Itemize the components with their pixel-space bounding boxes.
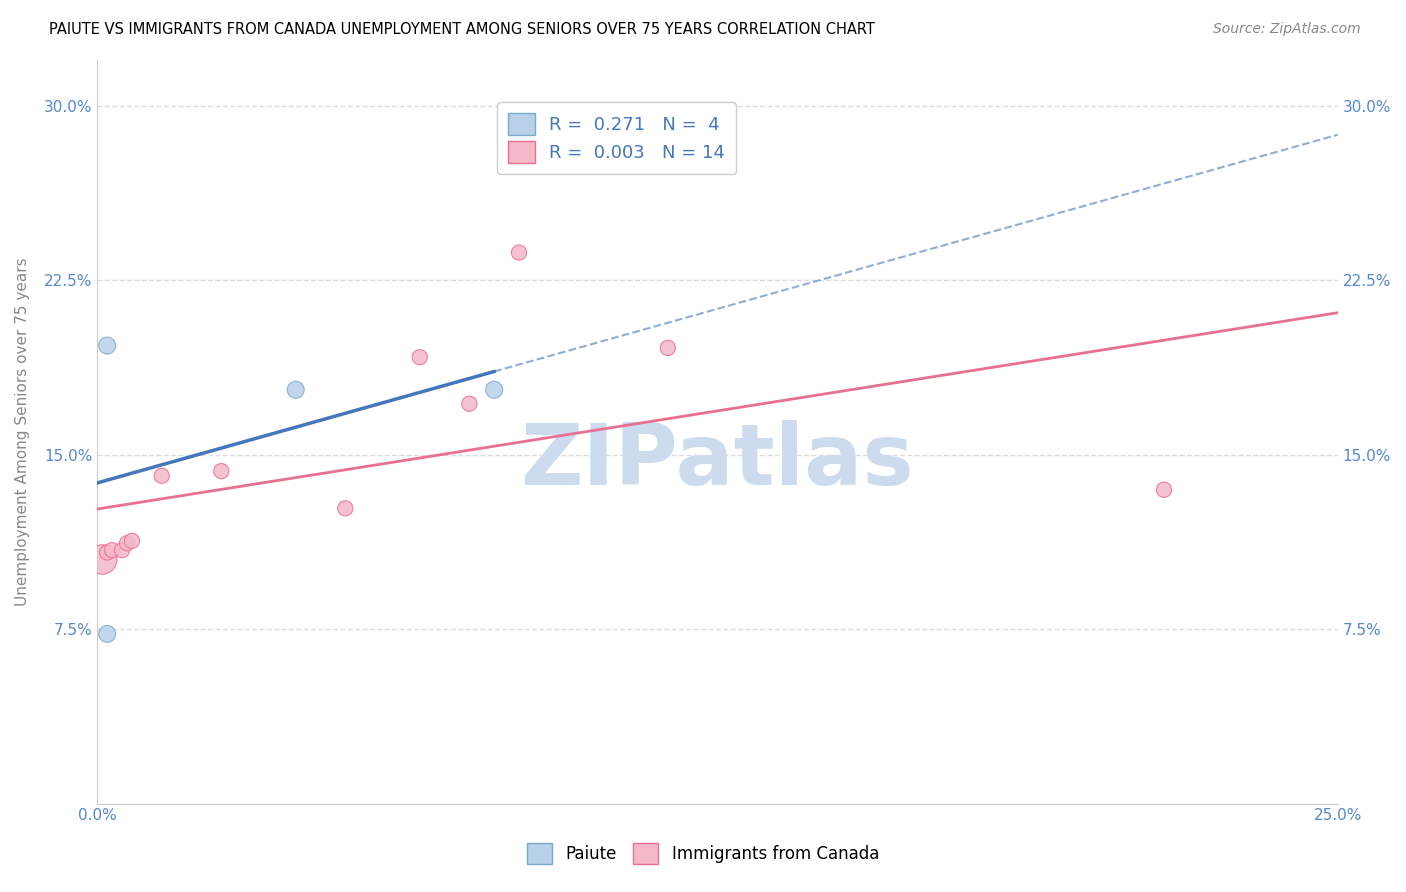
Point <box>458 397 481 411</box>
Point <box>150 468 173 483</box>
Point <box>508 245 530 260</box>
Point <box>209 464 232 478</box>
Legend: R =  0.271   N =  4, R =  0.003   N = 14: R = 0.271 N = 4, R = 0.003 N = 14 <box>496 102 737 174</box>
Point <box>111 543 134 558</box>
Text: ZIPatlas: ZIPatlas <box>520 420 914 503</box>
Legend: Paiute, Immigrants from Canada: Paiute, Immigrants from Canada <box>520 837 886 871</box>
Point <box>96 545 118 559</box>
Point <box>284 383 307 397</box>
Point <box>91 552 114 566</box>
Point <box>657 341 679 355</box>
Point <box>409 350 432 364</box>
Point <box>121 533 143 548</box>
Text: PAIUTE VS IMMIGRANTS FROM CANADA UNEMPLOYMENT AMONG SENIORS OVER 75 YEARS CORREL: PAIUTE VS IMMIGRANTS FROM CANADA UNEMPLO… <box>49 22 875 37</box>
Y-axis label: Unemployment Among Seniors over 75 years: Unemployment Among Seniors over 75 years <box>15 257 30 606</box>
Point <box>115 536 138 550</box>
Point <box>96 627 118 641</box>
Text: Source: ZipAtlas.com: Source: ZipAtlas.com <box>1213 22 1361 37</box>
Point <box>335 501 357 516</box>
Point <box>482 383 505 397</box>
Point <box>96 338 118 352</box>
Point <box>101 543 124 558</box>
Point <box>1153 483 1175 497</box>
